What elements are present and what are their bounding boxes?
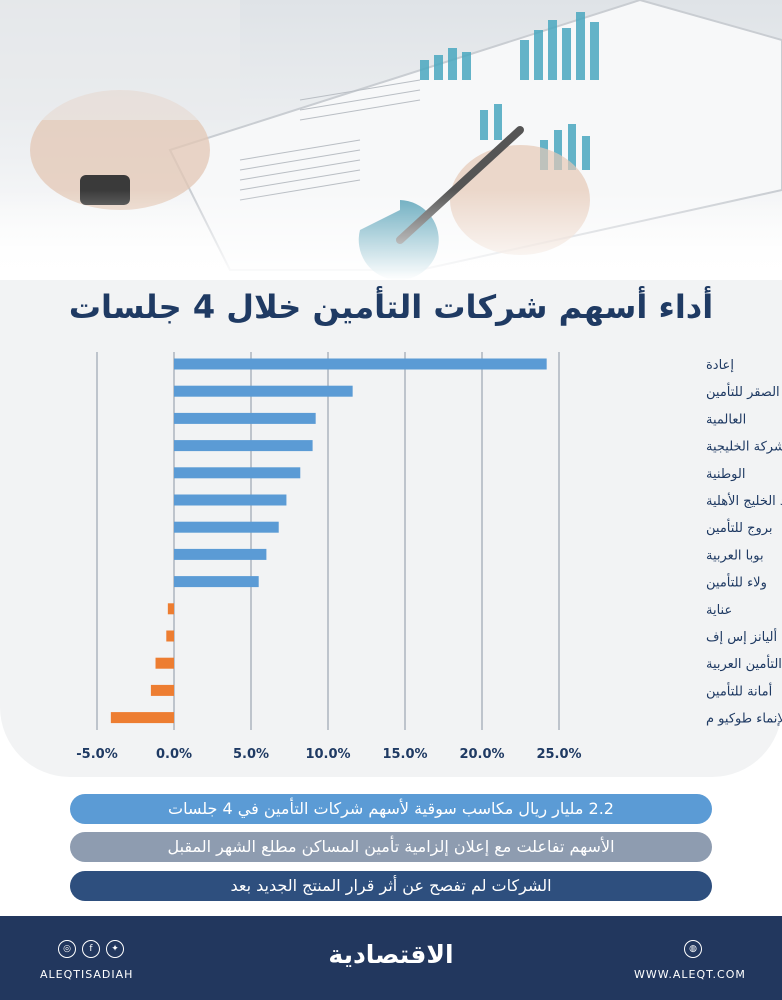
- bar: [174, 521, 279, 533]
- category-label: التأمين العربية: [706, 654, 782, 672]
- x-tick-label: 25.0%: [536, 747, 581, 762]
- category-label: أمانة للتأمين: [706, 681, 772, 699]
- category-label: الوطنية: [706, 467, 745, 482]
- category-label: الإنماء طوكيو م: [706, 712, 782, 727]
- brand-logo: الاقتصادية: [328, 940, 454, 969]
- bar: [174, 358, 547, 370]
- hero-fade: [0, 190, 782, 280]
- category-label: إعادة: [706, 358, 734, 373]
- bar: [174, 576, 259, 588]
- bar: [167, 603, 174, 615]
- x-tick-label: 20.0%: [459, 747, 504, 762]
- x-tick-label: 15.0%: [382, 747, 427, 762]
- bar: [150, 684, 174, 696]
- category-label: أليانز إس إف: [706, 628, 777, 645]
- bar: [174, 440, 313, 452]
- category-label: الصقر للتأمين: [706, 382, 780, 400]
- info-bar-2: الأسهم تفاعلت مع إعلان إلزامية تأمين الم…: [70, 832, 712, 862]
- x-tick-label: -5.0%: [76, 747, 117, 762]
- info-bar-3: الشركات لم تفصح عن أثر قرار المنتج الجدي…: [70, 871, 712, 901]
- x-tick-label: 10.0%: [305, 747, 350, 762]
- twitter-icon[interactable]: ✦: [106, 940, 124, 958]
- bars: [110, 358, 547, 724]
- footer: ◎ f ✦ ALEQTISADIAH الاقتصادية ◍ WWW.ALEQ…: [0, 916, 782, 1000]
- bar: [174, 385, 353, 397]
- x-tick-labels: 25.0% 20.0% 15.0% 10.0% 5.0% 0.0% -5.0%: [76, 747, 581, 762]
- bar: [174, 548, 267, 560]
- social-handle[interactable]: ALEQTISADIAH: [40, 968, 134, 981]
- social-icons: ◎ f ✦: [58, 940, 128, 958]
- bar: [174, 467, 301, 479]
- facebook-icon[interactable]: f: [82, 940, 100, 958]
- category-labels: إعادة الصقر للتأمين العالمية الشركة الخليجي…: [706, 358, 782, 727]
- hero-photo: [0, 0, 782, 280]
- grid-lines: [96, 352, 560, 730]
- x-tick-label: 5.0%: [233, 747, 269, 762]
- bar-chart: إعادة الصقر للتأمين العالمية الشركة الخليجي…: [76, 352, 782, 762]
- instagram-icon[interactable]: ◎: [58, 940, 76, 958]
- category-label: العالمية: [706, 412, 746, 427]
- category-label: اتحاد الخليج الأهلية: [706, 492, 782, 509]
- globe-icon[interactable]: ◍: [684, 940, 702, 958]
- page-title: أداء أسهم شركات التأمين خلال 4 جلسات: [68, 288, 714, 326]
- bar: [155, 657, 174, 669]
- category-label: الشركة الخليجية: [706, 440, 782, 455]
- bar: [174, 494, 287, 506]
- info-bar-1: 2.2 مليار ريال مكاسب سوقية لأسهم شركات ا…: [70, 794, 712, 824]
- x-tick-label: 0.0%: [156, 747, 192, 762]
- category-label: بروج للتأمين: [706, 518, 773, 536]
- category-label: عناية: [706, 603, 732, 618]
- website-link[interactable]: WWW.ALEQT.COM: [634, 968, 746, 981]
- bar: [174, 412, 316, 424]
- bar: [110, 712, 174, 724]
- category-label: ولاء للتأمين: [706, 573, 767, 591]
- category-label: بوبا العربية: [706, 548, 764, 563]
- bar: [166, 630, 174, 642]
